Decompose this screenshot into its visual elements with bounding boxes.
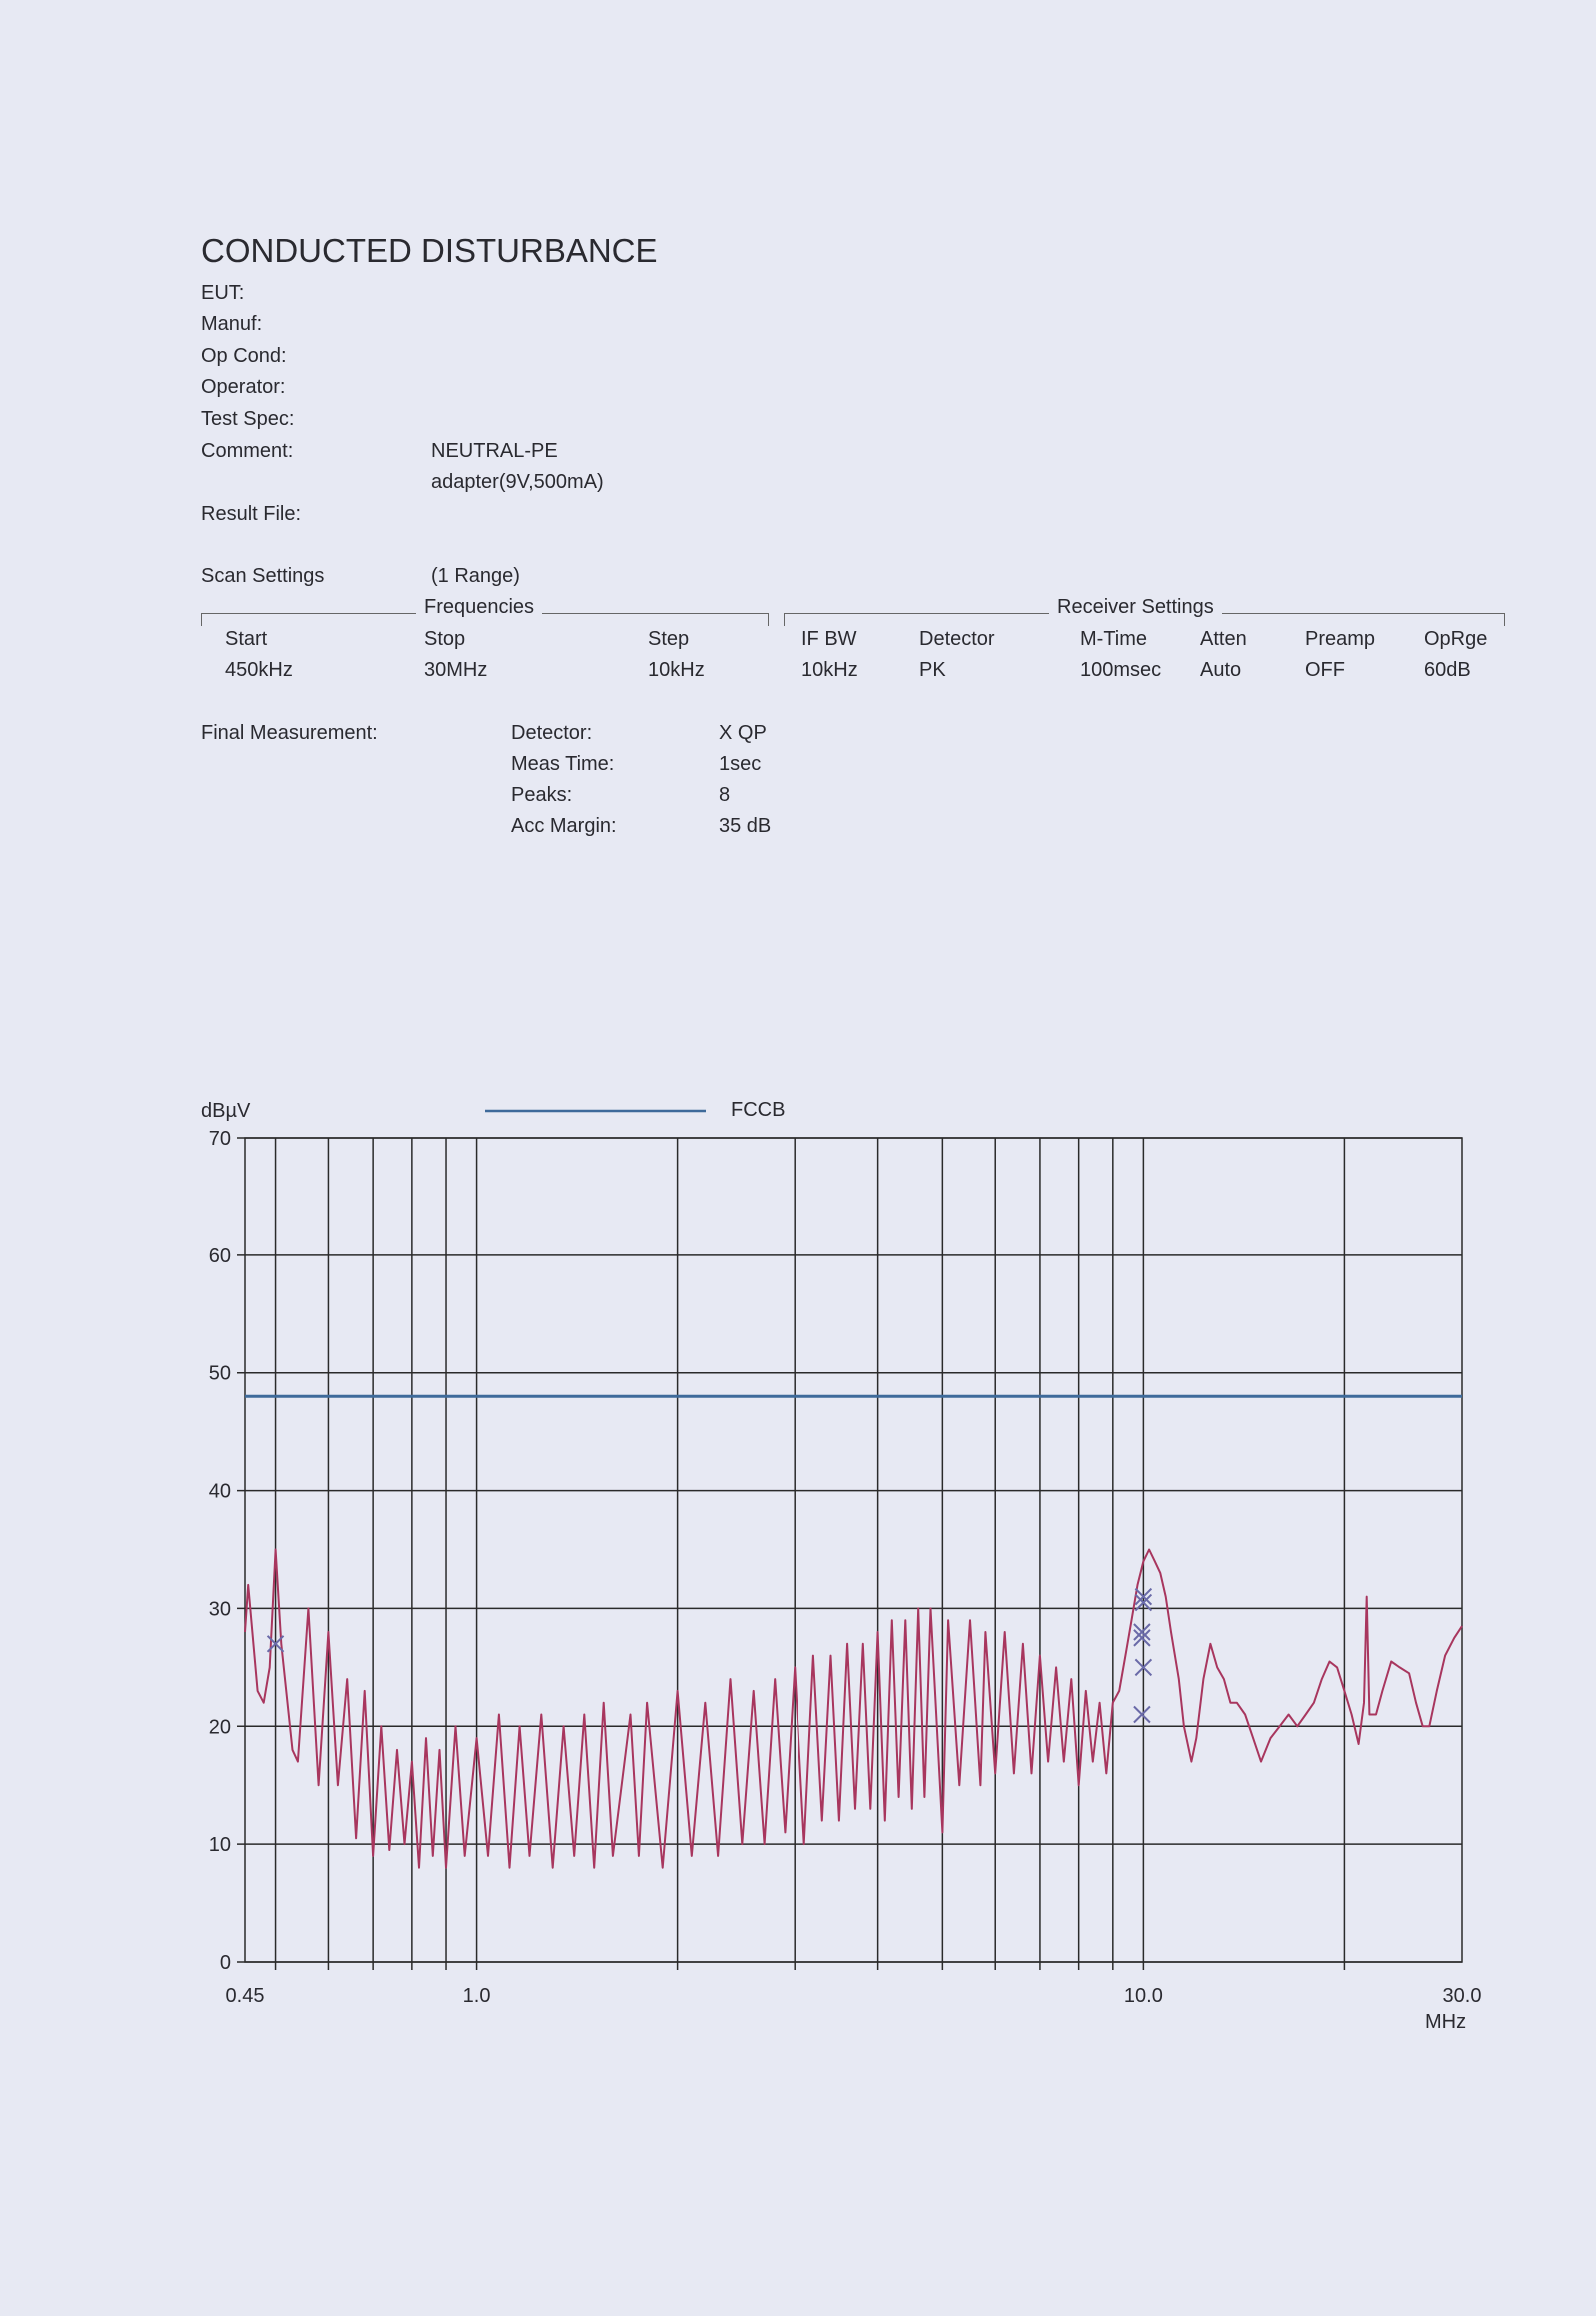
field-label-op-cond: Op Cond: [201, 345, 287, 367]
col-stop: Stop [424, 628, 466, 650]
qp-marker [266, 1635, 285, 1653]
val-m-time: 100msec [1080, 659, 1162, 681]
x-tick-label: 30.0 [1443, 1985, 1482, 2007]
field-label-test-spec: Test Spec: [201, 408, 295, 430]
y-tick-label: 70 [209, 1128, 231, 1150]
field-label-comment: Comment: [201, 440, 294, 462]
final-acc-margin-value: 35 dB [719, 815, 772, 837]
qp-marker [1134, 1658, 1153, 1677]
final-peaks-value: 8 [719, 784, 731, 806]
y-tick-label: 0 [220, 1952, 231, 1974]
frequencies-heading: Frequencies [416, 596, 543, 619]
val-if-bw: 10kHz [801, 659, 858, 681]
final-meas-time-value: 1sec [719, 753, 762, 775]
y-tick-label: 50 [209, 1363, 231, 1385]
field-label-operator: Operator: [201, 376, 286, 398]
plot-frame [244, 1137, 1463, 1963]
val-start: 450kHz [225, 659, 293, 681]
col-if-bw: IF BW [801, 628, 857, 650]
scan-range: (1 Range) [431, 565, 520, 587]
report-title: CONDUCTED DISTURBANCE [201, 232, 658, 269]
legend-label-fccb: FCCB [731, 1099, 786, 1121]
x-tick-label: 1.0 [463, 1985, 491, 2007]
col-start: Start [225, 628, 268, 650]
final-detector-label: Detector: [511, 722, 593, 744]
y-axis-label: dBµV [201, 1100, 251, 1122]
y-tick-label: 30 [209, 1598, 231, 1620]
final-acc-margin-label: Acc Margin: [511, 815, 617, 837]
qp-marker [1133, 1629, 1151, 1647]
y-tick-label: 20 [209, 1716, 231, 1738]
y-tick-label: 10 [209, 1834, 231, 1856]
field-label-result-file: Result File: [201, 503, 302, 525]
x-tick-label: 10.0 [1124, 1985, 1163, 2007]
val-stop: 30MHz [424, 659, 488, 681]
receiver-heading: Receiver Settings [1049, 596, 1222, 619]
final-label: Final Measurement: [201, 722, 378, 744]
qp-marker [1133, 1623, 1151, 1641]
qp-marker [1134, 1587, 1153, 1606]
final-peaks-label: Peaks: [511, 784, 573, 806]
qp-marker [1133, 1705, 1151, 1724]
val-detector: PK [919, 659, 946, 681]
val-atten: Auto [1200, 659, 1242, 681]
qp-marker [1134, 1593, 1153, 1612]
x-tick-label: 0.45 [226, 1985, 265, 2007]
col-atten: Atten [1200, 628, 1247, 650]
col-preamp: Preamp [1305, 628, 1376, 650]
col-step: Step [648, 628, 690, 650]
measurement-trace [244, 1548, 1463, 1869]
final-meas-time-label: Meas Time: [511, 753, 615, 775]
field-value-comment: NEUTRAL-PE [431, 440, 558, 462]
field-value-comment-2: adapter(9V,500mA) [431, 471, 604, 493]
y-tick-label: 60 [209, 1245, 231, 1267]
val-oprge: 60dB [1424, 659, 1471, 681]
x-axis-label: MHz [1425, 2011, 1467, 2033]
scan-settings-label: Scan Settings [201, 565, 325, 587]
col-oprge: OpRge [1424, 628, 1488, 650]
col-detector: Detector [919, 628, 995, 650]
col-m-time: M-Time [1080, 628, 1148, 650]
field-label-manuf: Manuf: [201, 313, 263, 335]
final-detector-value: X QP [719, 722, 767, 744]
y-tick-label: 40 [209, 1481, 231, 1503]
val-preamp: OFF [1305, 659, 1345, 681]
field-label-eut: EUT: [201, 282, 245, 304]
val-step: 10kHz [648, 659, 705, 681]
